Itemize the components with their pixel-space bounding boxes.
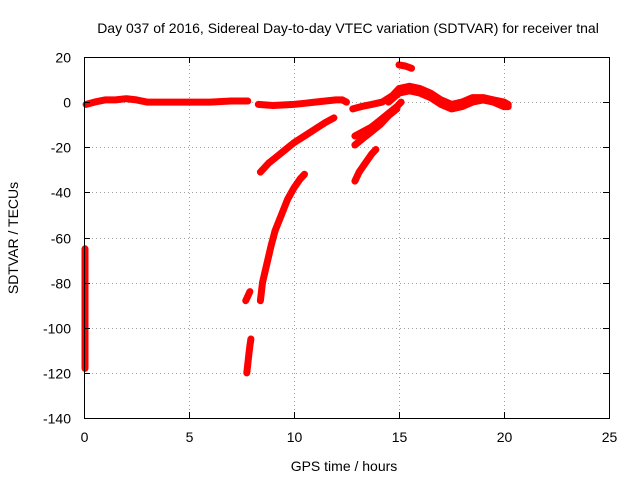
grid-lines — [84, 57, 609, 418]
x-tick-label: 10 — [287, 429, 303, 445]
y-tick-label: -60 — [51, 231, 71, 247]
y-tick-label: -100 — [43, 321, 71, 337]
y-axis-title: SDTVAR / TECUs — [5, 182, 21, 294]
y-tick-label: -120 — [43, 366, 71, 382]
data-series-trace — [254, 96, 350, 109]
y-tick-label: -40 — [51, 185, 71, 201]
x-axis-title: GPS time / hours — [291, 458, 398, 474]
data-series-trace — [395, 61, 416, 72]
x-tick-label: 0 — [81, 429, 89, 445]
data-series-trace — [256, 170, 308, 305]
x-tick-label: 25 — [602, 429, 618, 445]
data-series-trace — [256, 114, 338, 176]
y-tick-label: -140 — [43, 411, 71, 427]
axis-ticks: 0 5 10 15 20 25 -140 -120 -100 -80 -60 -40 -20 0 20 — [43, 50, 618, 446]
data-series-trace — [385, 87, 512, 113]
data-series-trace — [242, 288, 254, 305]
data-series-trace — [82, 95, 252, 108]
data-series-trace — [243, 335, 255, 377]
plot-area-border — [84, 57, 610, 419]
y-tick-label: -20 — [51, 140, 71, 156]
data-series — [81, 61, 512, 377]
y-tick-label: 0 — [63, 95, 71, 111]
data-series-trace — [351, 146, 380, 185]
y-tick-label: 20 — [55, 50, 71, 66]
x-tick-label: 5 — [186, 429, 194, 445]
data-series-trace — [351, 105, 401, 149]
x-tick-label: 15 — [392, 429, 408, 445]
x-tick-label: 20 — [497, 429, 513, 445]
chart-title: Day 037 of 2016, Sidereal Day-to-day VTE… — [97, 20, 599, 36]
y-tick-label: -80 — [51, 276, 71, 292]
